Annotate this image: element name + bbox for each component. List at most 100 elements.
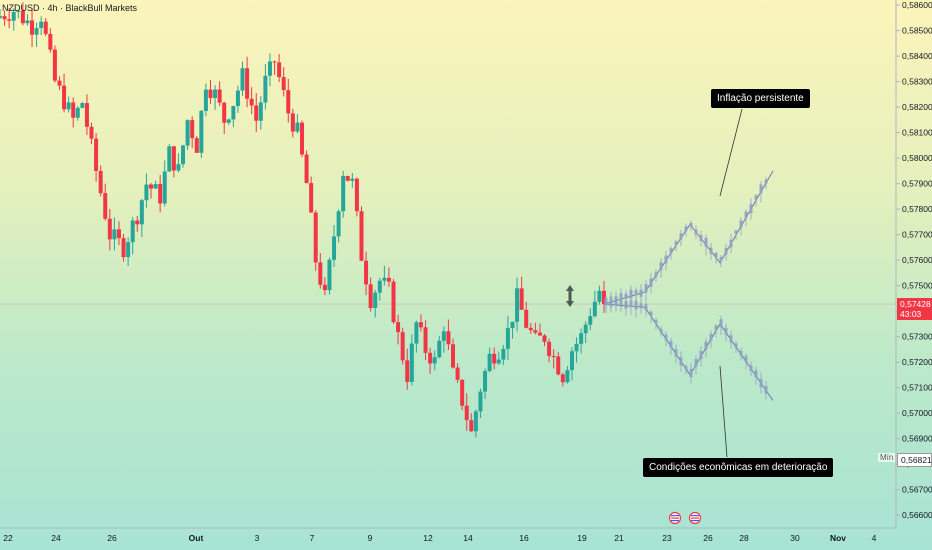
upper-ghost-bar bbox=[709, 247, 713, 254]
candle-body bbox=[171, 146, 176, 171]
price-tick-label: 0,57300 bbox=[902, 332, 932, 342]
upper-ghost-bar bbox=[724, 248, 728, 255]
upper-ghost-bar bbox=[704, 237, 708, 247]
lower-ghost-bar bbox=[624, 300, 628, 309]
candle-body bbox=[149, 184, 153, 189]
candle-body bbox=[515, 288, 520, 322]
price-tick-label: 0,56900 bbox=[902, 434, 932, 444]
candle-body bbox=[162, 171, 167, 204]
candle-body bbox=[249, 98, 254, 106]
time-tick-label: 14 bbox=[463, 533, 473, 543]
time-tick-label: Out bbox=[189, 533, 204, 543]
candle-body bbox=[203, 89, 208, 111]
candle-body bbox=[569, 351, 574, 371]
projection-series bbox=[603, 170, 774, 401]
lower-ghost-bar bbox=[669, 341, 673, 348]
candle-body bbox=[492, 353, 497, 364]
lower-ghost-bar bbox=[609, 301, 613, 307]
annotation-lower[interactable]: Condições econômicas em deterioração bbox=[643, 458, 834, 477]
candle-body bbox=[190, 120, 195, 139]
upper-ghost-bar bbox=[689, 223, 693, 227]
lower-ghost-bar bbox=[654, 319, 658, 324]
candle-body bbox=[423, 327, 428, 353]
upper-line bbox=[603, 170, 774, 305]
upper-ghost-bar bbox=[669, 248, 673, 254]
candle-body bbox=[359, 211, 364, 261]
candle-body bbox=[176, 164, 181, 171]
lower-ghost-bar bbox=[699, 351, 703, 360]
candle-body bbox=[327, 259, 332, 291]
lower-ghost-bar bbox=[759, 378, 763, 388]
price-tick-label: 0,58400 bbox=[902, 51, 932, 61]
price-tick-label: 0,57900 bbox=[902, 179, 932, 189]
us-flag-event-icon[interactable] bbox=[668, 511, 682, 525]
candle-body bbox=[30, 20, 35, 35]
candle-body bbox=[418, 322, 423, 328]
candle-body bbox=[451, 344, 455, 368]
candle-body bbox=[263, 75, 268, 103]
candle-body bbox=[304, 154, 309, 184]
candle-body bbox=[11, 12, 16, 21]
upper-ghost-bar bbox=[634, 290, 638, 296]
us-flag-event-icon[interactable] bbox=[688, 511, 702, 525]
candle-body bbox=[505, 328, 510, 349]
candle-body bbox=[222, 102, 227, 123]
upper-ghost-bar bbox=[699, 235, 703, 241]
candle-body bbox=[57, 80, 62, 86]
upper-ghost-bar bbox=[684, 226, 688, 232]
candle-body bbox=[199, 110, 204, 153]
candle-body bbox=[43, 21, 48, 34]
annotation-upper[interactable]: Inflação persistente bbox=[711, 89, 810, 108]
candle-body bbox=[318, 262, 323, 285]
upper-ghost-bar bbox=[639, 289, 643, 297]
price-axis[interactable]: 0,58600 0,58500 0,58400 0,58300 0,58200 0,581… bbox=[896, 0, 932, 520]
last-price-value: 0,57428 bbox=[900, 299, 931, 310]
time-tick-label: 24 bbox=[51, 533, 61, 543]
candle-body bbox=[354, 178, 359, 212]
candle-body bbox=[583, 324, 588, 334]
price-tick-label: 0,58200 bbox=[902, 102, 932, 112]
candle-body bbox=[428, 352, 433, 364]
lower-ghost-bar bbox=[684, 366, 688, 370]
price-tick-label: 0,57100 bbox=[902, 383, 932, 393]
price-tick-label: 0,57600 bbox=[902, 255, 932, 265]
upper-ghost-bar bbox=[744, 211, 748, 219]
last-price-tag: 0,57428 43:03 bbox=[897, 298, 932, 321]
candle-body bbox=[62, 85, 67, 110]
lower-ghost-bar bbox=[614, 300, 618, 305]
candle-body bbox=[286, 90, 291, 114]
price-tick-label: 0,57500 bbox=[902, 281, 932, 291]
candle-body bbox=[336, 211, 341, 237]
upper-ghost-bar bbox=[719, 257, 723, 262]
time-tick-label: 9 bbox=[368, 533, 373, 543]
lower-ghost-bar bbox=[749, 365, 753, 371]
upper-ghost-bar bbox=[649, 278, 653, 287]
candle-body bbox=[84, 103, 89, 127]
lower-ghost-bar bbox=[674, 349, 678, 357]
time-axis[interactable]: 22 24 26 Out 3 7 9 12 14 16 19 21 23 26 28 30 Nov 4 bbox=[3, 533, 876, 543]
candle-body bbox=[194, 138, 199, 153]
price-tick-label: 0,57800 bbox=[902, 204, 932, 214]
upper-ghost-bar bbox=[679, 233, 683, 240]
candle-body bbox=[345, 175, 350, 181]
upper-ghost-bar bbox=[659, 262, 663, 271]
lower-ghost-bar bbox=[694, 359, 698, 367]
candle-body bbox=[432, 357, 437, 364]
candle-body bbox=[254, 105, 259, 121]
candle-body bbox=[469, 420, 474, 432]
price-tick-label: 0,58300 bbox=[902, 77, 932, 87]
candle-body bbox=[519, 288, 524, 310]
candle-body bbox=[409, 343, 414, 382]
candle-body bbox=[483, 370, 488, 392]
candle-body bbox=[258, 102, 263, 121]
symbol-title[interactable]: NZDUSD · 4h · BlackBull Markets bbox=[2, 3, 138, 13]
upper-pointer bbox=[719, 108, 743, 197]
time-tick-label: 16 bbox=[519, 533, 529, 543]
candle-body bbox=[309, 183, 314, 213]
double-arrow-icon[interactable] bbox=[566, 285, 574, 307]
candle-body bbox=[400, 332, 405, 361]
candle-body bbox=[579, 333, 584, 344]
candle-body bbox=[588, 316, 593, 325]
